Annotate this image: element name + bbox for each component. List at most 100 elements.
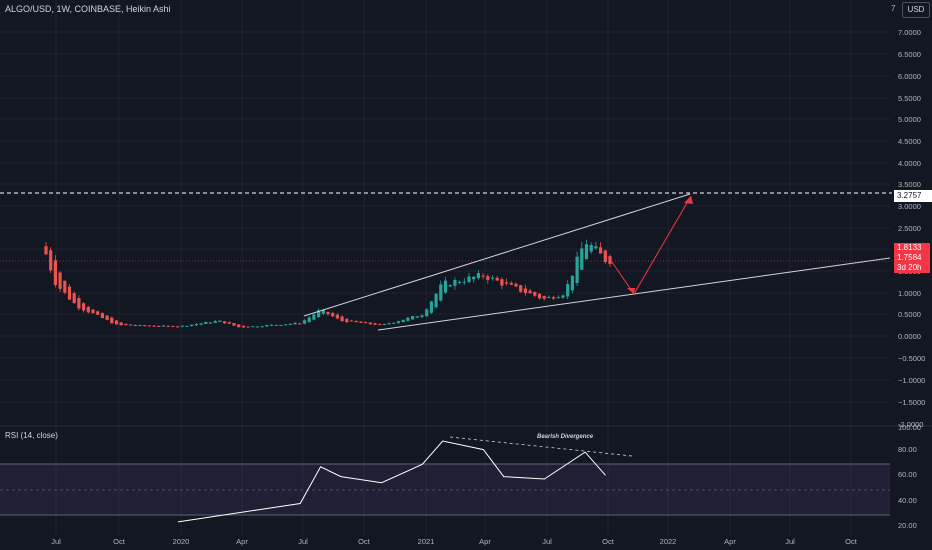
rsi-tick-label: 40.00 [898, 496, 917, 505]
rsi-tick-label: 100.00 [898, 423, 921, 432]
candle-body [500, 279, 504, 286]
candle-body [213, 321, 217, 323]
bearish-divergence-label: Bearish Divergence [537, 434, 594, 440]
candle-body [434, 293, 438, 308]
price-tick-label: 4.0000 [898, 159, 921, 168]
candle-body [86, 306, 90, 313]
candle-body [401, 319, 405, 323]
candle-body [326, 311, 330, 315]
candle-body [382, 323, 386, 325]
time-tick-label: Jul [51, 537, 61, 546]
candles [44, 239, 612, 328]
price-tick-label: 4.5000 [898, 137, 921, 146]
time-tick-label: 2022 [660, 537, 677, 546]
rsi-band [0, 464, 890, 515]
candle-body [373, 323, 377, 325]
dashed-level-label: 3.2757 [894, 190, 932, 202]
candle-body [91, 309, 95, 314]
candle-body [462, 281, 466, 283]
candle-body [317, 310, 321, 318]
candle-body [44, 246, 48, 255]
candle-body [298, 323, 302, 325]
time-tick-label: Apr [236, 537, 248, 546]
candle-body [364, 322, 368, 324]
time-axis: Jul Oct 2020 Apr Jul Oct 2021 Apr Jul Oct 2022 Apr J… [51, 537, 858, 546]
candle-body [246, 326, 250, 328]
candle-body [542, 296, 546, 299]
rsi-line [178, 440, 606, 523]
price-tick-label: 0.5000 [898, 310, 921, 319]
price-tick-label: -2.0000 [898, 420, 923, 429]
candle-body [378, 324, 382, 326]
candle-body [251, 326, 255, 328]
time-tick-label: Oct [602, 537, 615, 546]
candle-body [218, 320, 222, 322]
rsi-title: RSI (14, close) [5, 431, 58, 440]
candle-body [284, 324, 288, 326]
candle-body [82, 303, 86, 311]
time-tick-label: Apr [479, 537, 491, 546]
candle-body [429, 301, 433, 313]
price-axis: 7.0000 6.5000 6.0000 5.5000 5.0000 4.5000 4.00… [898, 28, 925, 429]
candle-body [237, 324, 241, 328]
candle-body [199, 323, 203, 325]
candle-body [415, 316, 419, 318]
current-price-2: 1.7584 [897, 253, 922, 262]
candle-body [396, 321, 401, 324]
price-tick-label: −0.5000 [898, 354, 925, 363]
candle-body [176, 326, 180, 328]
candle-body [302, 320, 307, 324]
candle-body [161, 325, 166, 327]
candle-body [255, 326, 260, 328]
currency-button[interactable]: USD [902, 2, 930, 18]
candle-body [570, 275, 574, 291]
candle-body [467, 276, 471, 283]
candle-body [119, 322, 123, 326]
candle-body [472, 276, 476, 280]
candle-body [537, 293, 542, 299]
candle-body [453, 279, 457, 286]
candle-body [232, 323, 236, 326]
grid [0, 0, 890, 535]
candle-body [204, 322, 208, 325]
divergence-line [449, 436, 633, 457]
time-tick-label: Jul [542, 537, 552, 546]
candle-body [100, 313, 104, 319]
candle-body [138, 325, 142, 327]
candle-body [157, 325, 161, 327]
candle-body [67, 286, 72, 300]
candle-body [63, 280, 67, 293]
countdown: 3d 20h [897, 263, 922, 272]
candle-body [476, 273, 480, 279]
current-price-1: 1.8133 [897, 243, 922, 252]
candle-body [288, 323, 292, 325]
candle-body [49, 250, 53, 271]
candle-body [359, 321, 363, 323]
candle-body [105, 315, 109, 320]
candle-body [486, 276, 490, 280]
candle-body [533, 291, 537, 296]
candle-body [368, 322, 372, 325]
candle-body [566, 284, 570, 297]
candle-body [194, 324, 198, 326]
time-tick-label: Jul [298, 537, 308, 546]
candle-body [490, 277, 495, 279]
candle-body [552, 297, 556, 299]
candle-body [392, 322, 396, 324]
candle-body [547, 297, 551, 299]
candle-body [260, 326, 264, 328]
candle-body [603, 250, 607, 262]
candle-body [580, 248, 584, 270]
candle-body [241, 325, 245, 328]
time-tick-label: Apr [724, 537, 736, 546]
candle-body [279, 324, 283, 326]
price-tick-label: 3.0000 [898, 202, 921, 211]
candle-body [180, 325, 184, 327]
candle-body [321, 310, 325, 314]
candle-body [293, 322, 297, 325]
candle-body [190, 324, 194, 326]
projection-up-arrowhead [684, 196, 693, 204]
candle-body [124, 323, 128, 326]
candle-body [519, 285, 523, 292]
